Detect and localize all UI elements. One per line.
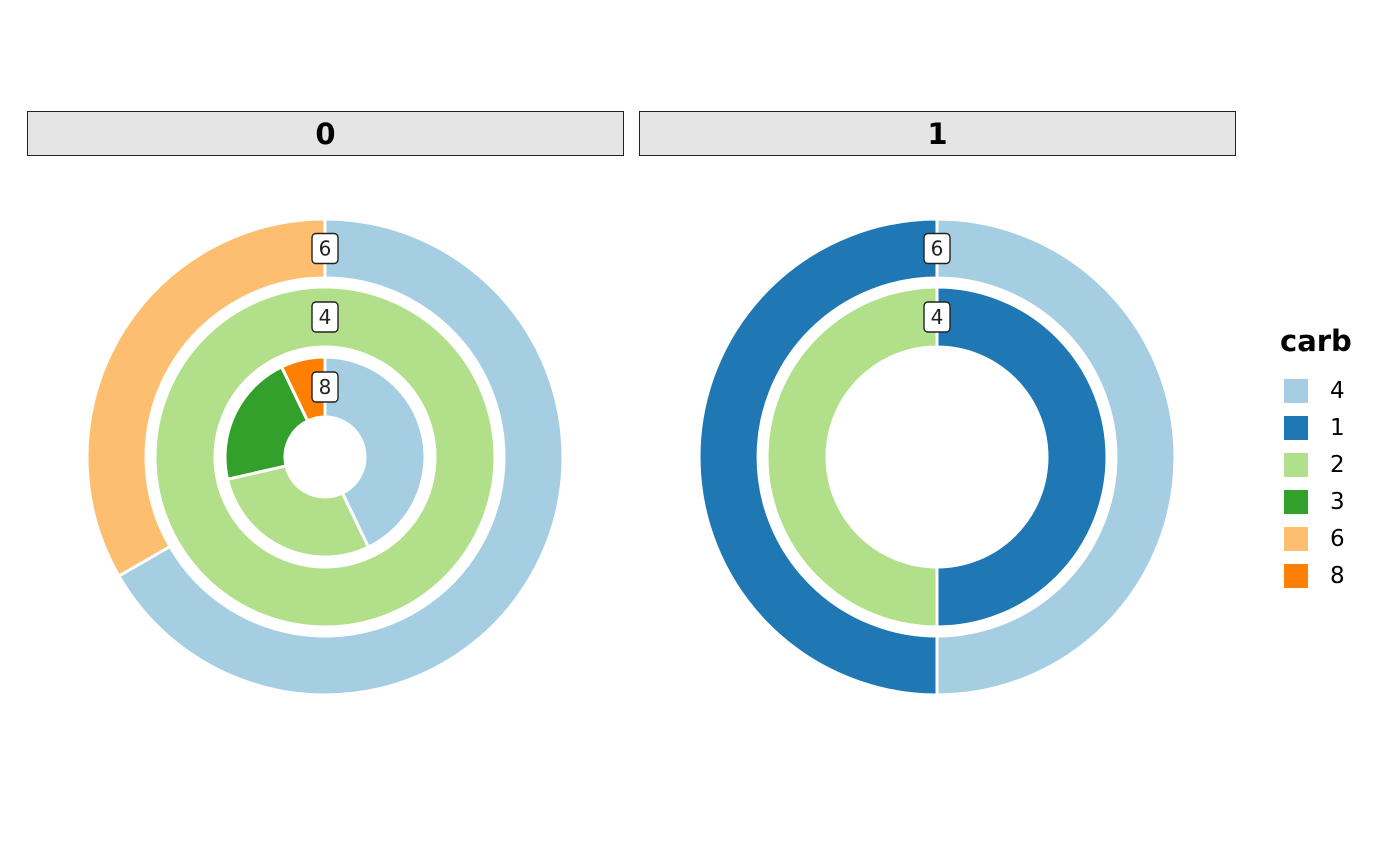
slice-ring-6-carb-6 (85, 217, 327, 579)
ring-label-text: 8 (319, 375, 332, 399)
legend-label: 4 (1330, 377, 1345, 404)
ring-label-text: 4 (319, 305, 332, 329)
legend-key-1 (1284, 415, 1308, 440)
ring-label-box (311, 371, 339, 403)
slice-ring-8-carb-4 (323, 355, 427, 550)
slice-ring-4-carb-2 (153, 285, 497, 629)
legend-item-4: 4 (1280, 372, 1352, 409)
legend: carb 4 1 2 3 6 8 (1280, 324, 1352, 594)
ring-label-6: 6 (311, 232, 339, 265)
donut-panel-1: 64 (697, 217, 1177, 697)
slice-ring-8-carb-3 (223, 364, 310, 482)
ring-label-6: 6 (923, 232, 951, 265)
legend-title: carb (1280, 324, 1352, 358)
legend-label: 1 (1330, 414, 1345, 441)
ring-label-box (923, 232, 951, 265)
legend-label: 6 (1330, 525, 1345, 552)
ring-label-box (923, 301, 951, 333)
facet-strip-1: 1 (639, 111, 1236, 156)
legend-label: 8 (1330, 562, 1345, 589)
legend-item-1: 1 (1280, 409, 1352, 446)
slice-ring-4-carb-2 (765, 285, 939, 629)
slice-ring-8-carb-2 (225, 464, 371, 559)
legend-key-4 (1284, 378, 1308, 403)
legend-label: 2 (1330, 451, 1345, 478)
slice-ring-6-carb-1 (697, 217, 939, 697)
legend-item-2: 2 (1280, 446, 1352, 483)
legend-key-6 (1284, 526, 1308, 551)
legend-item-6: 6 (1280, 520, 1352, 557)
ring-label-text: 6 (931, 237, 944, 261)
donut-panel-0: 6 4 8 (85, 217, 565, 697)
slice-ring-6-carb-4 (116, 217, 565, 697)
ring-label-box (311, 232, 339, 265)
ring-label-text: 6 (319, 237, 332, 261)
slice-ring-6-carb-4 (935, 217, 1177, 697)
ring-label-4: 4 (311, 301, 339, 333)
ring-label-box (311, 301, 339, 333)
legend-item-3: 3 (1280, 483, 1352, 520)
facet-strip-label: 1 (927, 116, 948, 151)
legend-key-3 (1284, 489, 1308, 514)
facet-strip-0: 0 (27, 111, 624, 156)
slice-ring-4-carb-1 (935, 285, 1109, 629)
ring-label-text: 4 (931, 305, 944, 329)
facet-strip-label: 0 (315, 116, 336, 151)
ring-label-4: 4 (923, 301, 951, 333)
legend-item-8: 8 (1280, 557, 1352, 594)
legend-key-8 (1284, 563, 1308, 588)
legend-key-2 (1284, 452, 1308, 477)
ring-label-8: 8 (311, 371, 339, 403)
legend-label: 3 (1330, 488, 1345, 515)
